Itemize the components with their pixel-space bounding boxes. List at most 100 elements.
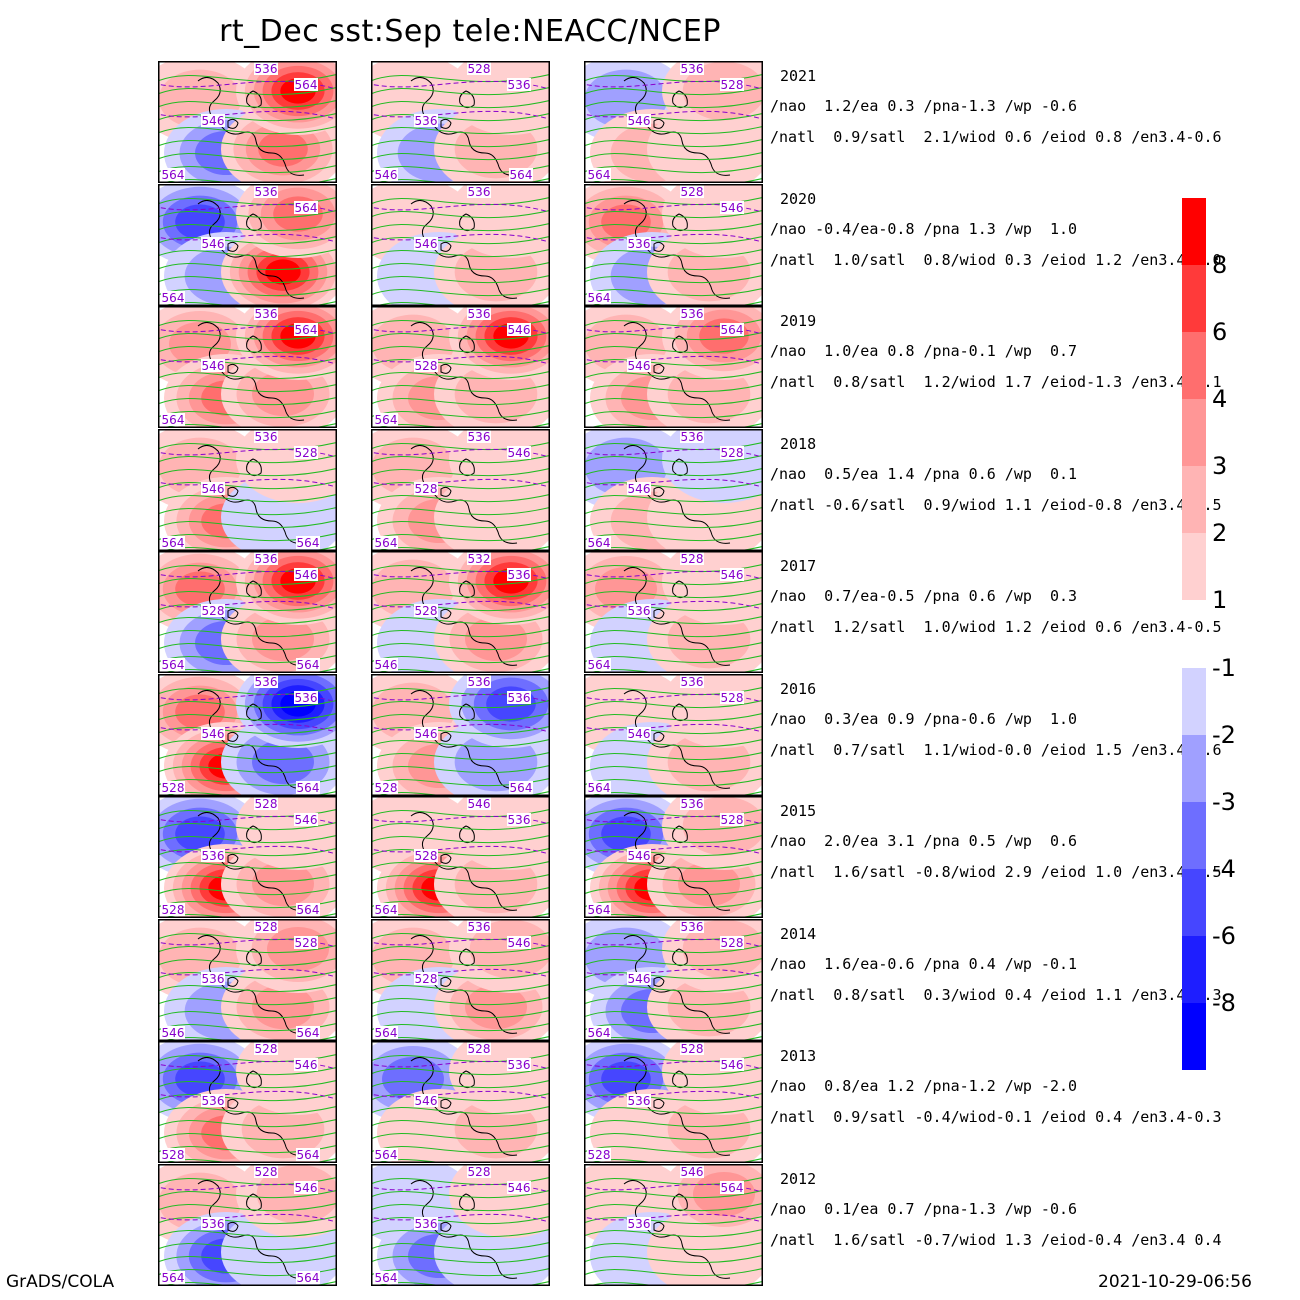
height-contour	[371, 1254, 550, 1263]
contour-label: 528	[415, 482, 438, 496]
height-contour	[158, 886, 337, 896]
contour-label: 564	[588, 903, 611, 917]
map-panel-2018-3: 536 546 528 564	[584, 428, 763, 551]
thickness-contour	[158, 110, 337, 120]
map-panel-2020-3: 528 536 546 564	[584, 183, 763, 306]
index-line-2: /natl 0.8/satl 1.2/wiod 1.7 /eiod-1.3 /e…	[770, 373, 1222, 391]
height-contour	[584, 821, 763, 831]
contour-label: 536	[681, 920, 704, 934]
height-contour	[158, 261, 337, 270]
contour-label: 528	[721, 446, 744, 460]
map-panel-2014-1: 528 536 528 546 564	[158, 918, 337, 1041]
height-contour	[371, 576, 550, 586]
contour-label: 546	[375, 658, 398, 672]
height-contour	[371, 99, 550, 109]
height-contour	[158, 834, 337, 844]
index-line-2: /natl 1.6/satl -0.7/wiod 1.3 /eiod-0.4 /…	[770, 1230, 1222, 1249]
height-contour	[584, 222, 763, 231]
thickness-contour	[584, 968, 763, 978]
height-contour	[158, 493, 337, 502]
contour-label: 564	[162, 291, 185, 305]
height-contour	[584, 1189, 763, 1198]
contour-label: 546	[202, 359, 225, 373]
contour-label: 528	[681, 552, 704, 566]
map-panel-2020-1: 536 546 564 564	[158, 183, 337, 306]
map-panel-2012-1: 528 536 546 564 564	[158, 1163, 337, 1286]
contour-label: 528	[415, 604, 438, 618]
height-contour	[584, 712, 763, 721]
height-contour	[371, 196, 550, 205]
contour-label: 546	[721, 568, 744, 582]
map-panel-2018-2: 536 528 546 564	[371, 428, 550, 551]
thickness-contour	[158, 600, 337, 610]
thickness-contour	[371, 968, 550, 978]
colorbar-tick-label: 2	[1212, 519, 1228, 547]
contour-label: 564	[297, 1271, 320, 1285]
contour-label: 564	[375, 1148, 398, 1162]
thickness-contour	[371, 233, 550, 243]
height-contour	[158, 1254, 337, 1263]
thickness-contour	[584, 478, 763, 488]
height-contour	[371, 1189, 550, 1198]
height-contour	[158, 957, 337, 966]
map-panel-2021-3: 536 546 528 564	[584, 61, 763, 183]
height-contour	[158, 944, 337, 953]
height-contour	[371, 628, 550, 638]
year-label: 2020	[780, 189, 817, 208]
thickness-contour	[371, 600, 550, 610]
thickness-contour	[584, 845, 763, 855]
map-panel-2013-1: 528 536 546 528 564	[158, 1041, 337, 1163]
contour-label: 564	[297, 658, 320, 672]
contour-label: 528	[375, 781, 398, 795]
anomaly-shading	[265, 258, 301, 285]
height-contour	[158, 1105, 337, 1115]
index-line-2: /natl 1.6/satl -0.8/wiod 2.9 /eiod 1.0 /…	[770, 863, 1222, 881]
height-contour	[584, 699, 763, 708]
height-contour	[584, 1254, 763, 1263]
thickness-contour	[584, 355, 763, 365]
height-contour	[584, 576, 763, 586]
height-contour	[584, 1241, 763, 1250]
height-contour	[158, 1009, 337, 1018]
height-contour	[158, 738, 337, 747]
height-contour	[584, 1202, 763, 1211]
contour-label: 536	[255, 185, 278, 199]
height-contour	[158, 222, 337, 231]
height-contour	[584, 454, 763, 463]
height-contour	[158, 1189, 337, 1198]
index-block-2015: 2015/nao 2.0/ea 3.1 /pna 0.5 /wp 0.6/nat…	[770, 802, 1222, 892]
height-contour	[371, 873, 550, 883]
contour-label: 564	[297, 1148, 320, 1162]
thickness-contour	[371, 110, 550, 120]
height-contour	[584, 860, 763, 870]
contour-label: 536	[202, 1094, 225, 1108]
height-contour	[158, 628, 337, 638]
height-contour	[371, 983, 550, 992]
height-contour	[158, 1118, 337, 1128]
contour-label: 546	[628, 114, 651, 128]
contour-label: 546	[628, 849, 651, 863]
year-label: 2017	[780, 557, 817, 575]
contour-label: 528	[468, 1165, 491, 1179]
contour-label: 546	[681, 1165, 704, 1179]
contour-label: 528	[721, 78, 744, 92]
contour-label: 536	[468, 307, 491, 321]
height-contour	[371, 222, 550, 231]
thickness-contour	[584, 723, 763, 733]
height-contour	[371, 331, 550, 341]
index-block-2013: 2013/nao 0.8/ea 1.2 /pna-1.2 /wp -2.0/na…	[770, 1047, 1222, 1137]
height-contour	[158, 983, 337, 992]
height-contour	[158, 86, 337, 96]
contour-label: 546	[202, 482, 225, 496]
map-panel-grid: 536 546 564 564 528 536 536 546 564 536 546 528 564 5…	[158, 61, 763, 1286]
colorbar-tick-label: -2	[1212, 721, 1236, 749]
contour-label: 546	[721, 1058, 744, 1072]
contour-label: 546	[375, 168, 398, 182]
contour-label: 564	[162, 536, 185, 550]
contour-label: 564	[588, 658, 611, 672]
contour-label: 536	[681, 62, 704, 76]
contour-label: 564	[510, 168, 533, 182]
height-contour	[158, 996, 337, 1005]
contour-label: 564	[162, 1271, 185, 1285]
height-contour	[584, 873, 763, 883]
